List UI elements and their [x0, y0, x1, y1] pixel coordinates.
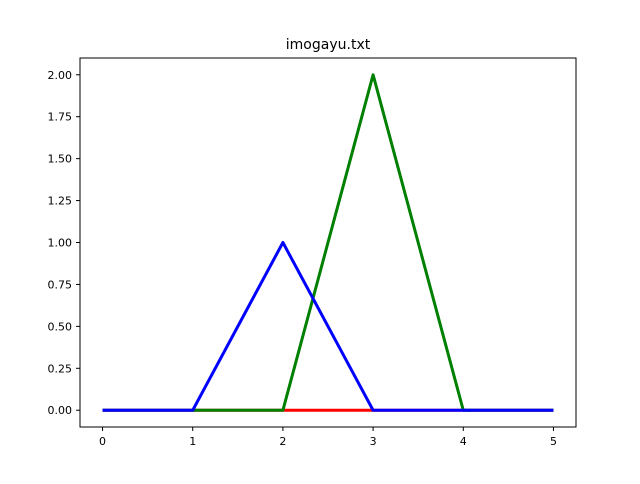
- y-tick-label: 0.50: [48, 320, 73, 333]
- x-tick-label: 5: [550, 435, 557, 448]
- chart-title: imogayu.txt: [286, 37, 371, 53]
- axes-layer: 0 1 2 3 4 5 0.00 0.25 0.50 0.75 1.00 1.25 1.50 1.75 2.…: [48, 69, 557, 448]
- series-layer: [102, 73, 554, 412]
- x-tick-label: 2: [279, 435, 286, 448]
- y-tick-label: 2.00: [48, 69, 73, 82]
- y-tick-label: 0.75: [48, 278, 73, 291]
- series-line-3: [102, 241, 554, 412]
- x-tick-label: 0: [99, 435, 106, 448]
- y-tick-label: 1.25: [48, 195, 73, 208]
- x-tick-label: 4: [460, 435, 467, 448]
- y-tick-label: 1.00: [48, 237, 73, 250]
- y-tick-label: 1.75: [48, 111, 73, 124]
- y-tick-label: 1.50: [48, 153, 73, 166]
- x-tick-label: 3: [370, 435, 377, 448]
- y-tick-label: 0.25: [48, 362, 73, 375]
- y-tick-label: 0.00: [48, 404, 73, 417]
- plot-frame: [79, 57, 577, 428]
- x-tick-label: 1: [189, 435, 196, 448]
